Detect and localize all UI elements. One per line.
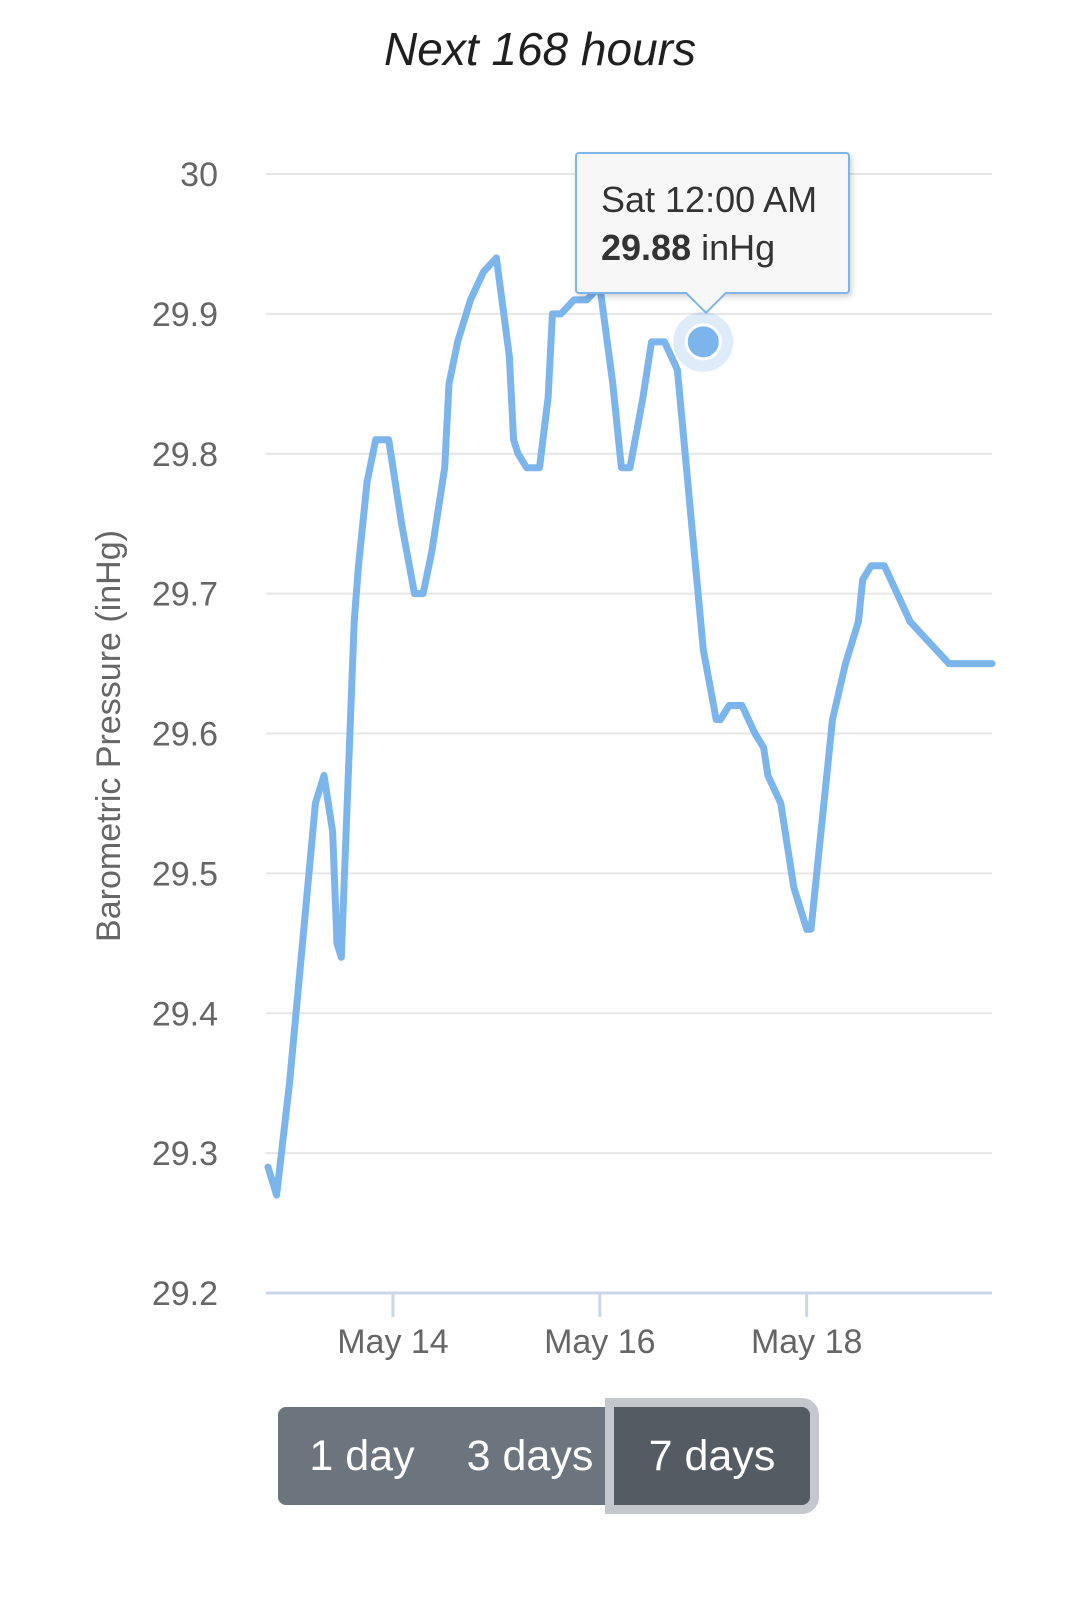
tooltip-unit: inHg (701, 227, 776, 268)
range-1-day-button[interactable]: 1 day (278, 1407, 446, 1505)
range-selector: 1 day 3 days 7 days (278, 1407, 810, 1505)
y-axis-label: Barometric Pressure (inHg) (90, 530, 128, 942)
y-tick-label: 29.8 (152, 436, 218, 474)
grid-lines (266, 173, 992, 1295)
y-tick-label: 29.6 (152, 716, 218, 754)
data-tooltip: Sat 12:00 AM 29.88 inHg (575, 152, 850, 315)
series-pressure (264, 254, 996, 1199)
range-7-days-button[interactable]: 7 days (614, 1407, 810, 1505)
tooltip-value: 29.88 (601, 227, 692, 268)
y-tick-label: 29.2 (152, 1275, 218, 1313)
y-tick-label: 29.4 (152, 995, 218, 1033)
y-tick-label: 29.5 (152, 855, 218, 893)
x-axis-ticks: May 14 May 16 May 18 (337, 1293, 862, 1361)
y-tick-label: 29.7 (152, 576, 218, 614)
series-line (264, 254, 996, 1199)
x-tick-label: May 14 (337, 1323, 449, 1361)
y-tick-label: 29.9 (152, 296, 218, 334)
tooltip-time: Sat 12:00 AM (601, 179, 818, 220)
hover-marker (673, 311, 734, 372)
data-point-marker[interactable] (684, 323, 722, 361)
y-tick-label: 30 (180, 156, 218, 194)
x-tick-label: May 18 (751, 1323, 863, 1361)
y-axis-ticks: 29.2 29.3 29.4 29.5 29.6 29.7 29.8 29.9 30 (152, 156, 218, 1313)
tooltip-value-line: 29.88 inHg (601, 224, 848, 272)
range-3-days-button[interactable]: 3 days (446, 1407, 614, 1505)
y-tick-label: 29.3 (152, 1135, 218, 1173)
chart-title: Next 168 hours (384, 23, 696, 75)
x-tick-label: May 16 (544, 1323, 656, 1361)
